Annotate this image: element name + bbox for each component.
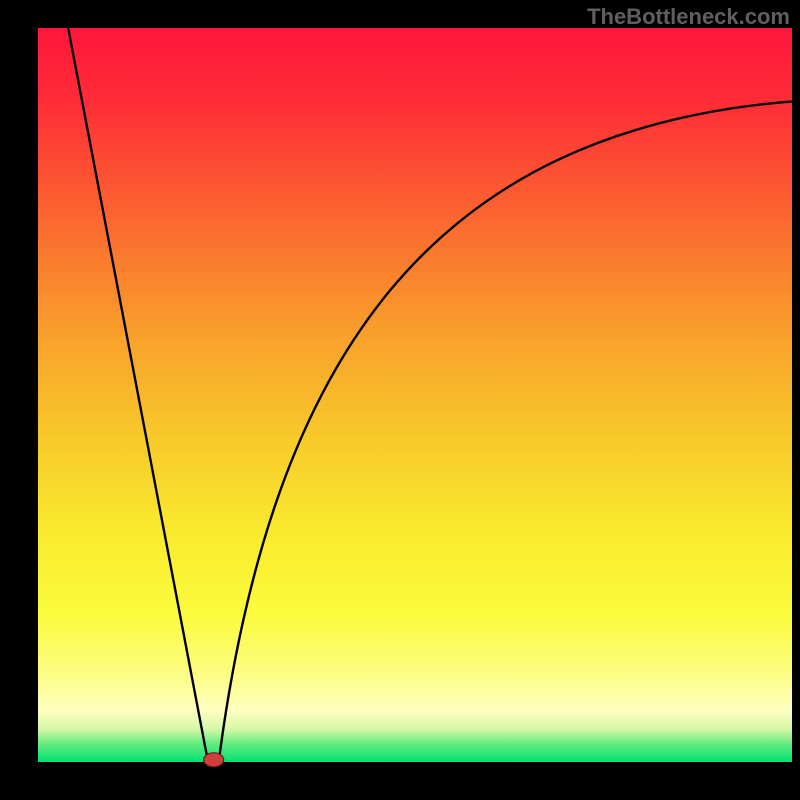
plot-area — [38, 28, 792, 762]
chart-frame: TheBottleneck.com — [0, 0, 800, 800]
chart-svg — [0, 0, 800, 800]
minimum-marker — [204, 753, 224, 767]
watermark-text: TheBottleneck.com — [587, 4, 790, 30]
